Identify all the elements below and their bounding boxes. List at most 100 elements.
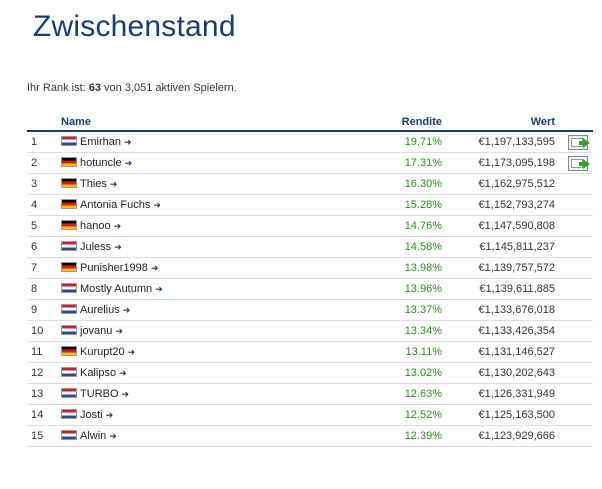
action-cell bbox=[563, 236, 593, 258]
netherlands-flag-icon bbox=[61, 325, 77, 335]
table-row: 3 Thies ➜ 16.30% €1,162,975,512 bbox=[27, 173, 593, 195]
germany-flag-icon bbox=[61, 346, 77, 356]
arrow-right-icon[interactable]: ➜ bbox=[122, 305, 131, 315]
action-cell bbox=[563, 257, 593, 279]
table-row: 4 Antonia Fuchs ➜ 15.28% €1,152,793,274 bbox=[27, 194, 593, 216]
arrow-right-icon[interactable]: ➜ bbox=[113, 221, 122, 231]
player-name-link[interactable]: Aurelius bbox=[80, 304, 120, 316]
action-cell bbox=[563, 383, 593, 405]
arrow-right-icon[interactable]: ➜ bbox=[119, 368, 127, 378]
player-name-link[interactable]: TURBO bbox=[80, 388, 119, 400]
wert-cell: €1,139,757,572 bbox=[445, 257, 563, 279]
name-cell: hotuncle ➜ bbox=[61, 152, 362, 174]
player-name-link[interactable]: Josti bbox=[80, 409, 103, 421]
message-arrow-icon[interactable] bbox=[568, 155, 590, 171]
action-cell bbox=[563, 194, 593, 216]
name-cell: Mostly Autumn ➜ bbox=[61, 278, 362, 300]
name-cell: Antonia Fuchs ➜ bbox=[61, 194, 362, 216]
rendite-cell: 13.37% bbox=[362, 299, 445, 321]
rendite-cell: 12.52% bbox=[362, 404, 445, 426]
wert-cell: €1,123,929,666 bbox=[445, 425, 563, 447]
action-cell bbox=[563, 341, 593, 363]
germany-flag-icon bbox=[61, 220, 77, 230]
table-row: 7 Punisher1998 ➜ 13.98% €1,139,757,572 bbox=[27, 257, 593, 279]
col-header-name[interactable]: Name bbox=[61, 113, 362, 132]
wert-cell: €1,197,133,595 bbox=[445, 131, 563, 153]
rank-cell: 7 bbox=[27, 257, 61, 279]
page-title: Zwischenstand bbox=[33, 10, 236, 43]
table-row: 11 Kurupt20 ➜ 13.11% €1,131,146,527 bbox=[27, 341, 593, 363]
rank-cell: 14 bbox=[27, 404, 61, 426]
arrow-right-icon[interactable]: ➜ bbox=[115, 326, 123, 336]
wert-cell: €1,162,975,512 bbox=[445, 173, 563, 195]
netherlands-flag-icon bbox=[61, 136, 77, 146]
arrow-right-icon[interactable]: ➜ bbox=[105, 410, 114, 420]
arrow-right-icon[interactable]: ➜ bbox=[114, 242, 122, 252]
table-row: 9 Aurelius ➜ 13.37% €1,133,676,018 bbox=[27, 299, 593, 321]
rank-cell: 1 bbox=[27, 131, 61, 153]
player-name-link[interactable]: Mostly Autumn bbox=[80, 283, 153, 295]
wert-cell: €1,130,202,643 bbox=[445, 362, 563, 384]
player-name-link[interactable]: Thies bbox=[80, 178, 107, 190]
wert-cell: €1,152,793,274 bbox=[445, 194, 563, 216]
action-cell bbox=[563, 173, 593, 195]
action-cell bbox=[563, 131, 593, 153]
col-header-wert[interactable]: Wert bbox=[445, 113, 563, 132]
name-cell: Alwin ➜ bbox=[61, 425, 362, 447]
action-cell bbox=[563, 299, 593, 321]
netherlands-flag-icon bbox=[61, 388, 77, 398]
name-cell: Aurelius ➜ bbox=[61, 299, 362, 321]
col-header-rendite[interactable]: Rendite bbox=[362, 113, 445, 132]
player-name-link[interactable]: Antonia Fuchs bbox=[80, 199, 151, 211]
message-arrow-icon[interactable] bbox=[568, 134, 590, 150]
arrow-right-icon[interactable]: ➜ bbox=[109, 179, 118, 189]
rank-cell: 6 bbox=[27, 236, 61, 258]
rendite-cell: 17.31% bbox=[362, 152, 445, 174]
name-cell: Emirhan ➜ bbox=[61, 131, 362, 153]
rank-cell: 12 bbox=[27, 362, 61, 384]
rank-prefix: Ihr Rank ist: bbox=[27, 82, 89, 94]
arrow-right-icon[interactable]: ➜ bbox=[155, 284, 163, 294]
arrow-right-icon[interactable]: ➜ bbox=[153, 200, 161, 210]
col-header-action bbox=[563, 113, 593, 132]
arrow-right-icon[interactable]: ➜ bbox=[121, 389, 130, 399]
arrow-right-icon[interactable]: ➜ bbox=[124, 158, 133, 168]
table-row: 12 Kalipso ➜ 13.02% €1,130,202,643 bbox=[27, 362, 593, 384]
arrow-right-icon[interactable]: ➜ bbox=[127, 347, 136, 357]
arrow-right-icon[interactable]: ➜ bbox=[109, 431, 117, 441]
table-row: 1 Emirhan ➜ 19.71% €1,197,133,595 bbox=[27, 131, 593, 153]
player-name-link[interactable]: Kalipso bbox=[80, 367, 117, 379]
rank-cell: 11 bbox=[27, 341, 61, 363]
table-row: 14 Josti ➜ 12.52% €1,125,163,500 bbox=[27, 404, 593, 426]
rendite-cell: 13.96% bbox=[362, 278, 445, 300]
player-name-link[interactable]: Emirhan bbox=[80, 136, 121, 148]
player-name-link[interactable]: Alwin bbox=[80, 430, 107, 442]
rank-cell: 5 bbox=[27, 215, 61, 237]
arrow-right-icon[interactable]: ➜ bbox=[150, 263, 159, 273]
name-cell: TURBO ➜ bbox=[61, 383, 362, 405]
arrow-right-icon[interactable]: ➜ bbox=[123, 137, 132, 147]
name-cell: Punisher1998 ➜ bbox=[61, 257, 362, 279]
wert-cell: €1,139,611,885 bbox=[445, 278, 563, 300]
germany-flag-icon bbox=[61, 262, 77, 272]
action-cell bbox=[563, 425, 593, 447]
rank-cell: 9 bbox=[27, 299, 61, 321]
rank-cell: 2 bbox=[27, 152, 61, 174]
germany-flag-icon bbox=[61, 199, 77, 209]
player-name-link[interactable]: hotuncle bbox=[80, 157, 122, 169]
rendite-cell: 16.30% bbox=[362, 173, 445, 195]
name-cell: Juless ➜ bbox=[61, 236, 362, 258]
wert-cell: €1,131,146,527 bbox=[445, 341, 563, 363]
player-name-link[interactable]: jovanu bbox=[80, 325, 113, 337]
player-name-link[interactable]: Kurupt20 bbox=[80, 346, 125, 358]
name-cell: Thies ➜ bbox=[61, 173, 362, 195]
netherlands-flag-icon bbox=[61, 430, 77, 440]
name-cell: Josti ➜ bbox=[61, 404, 362, 426]
wert-cell: €1,125,163,500 bbox=[445, 404, 563, 426]
player-name-link[interactable]: hanoo bbox=[80, 220, 111, 232]
player-name-link[interactable]: Juless bbox=[80, 241, 112, 253]
rendite-cell: 12.63% bbox=[362, 383, 445, 405]
player-name-link[interactable]: Punisher1998 bbox=[80, 262, 148, 274]
netherlands-flag-icon bbox=[61, 367, 77, 377]
wert-cell: €1,147,590,808 bbox=[445, 215, 563, 237]
